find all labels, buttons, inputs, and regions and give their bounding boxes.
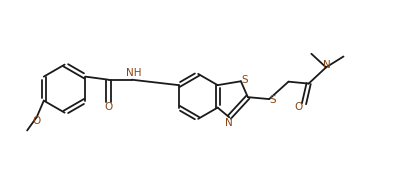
Text: O: O [32,116,40,126]
Text: S: S [269,95,276,105]
Text: S: S [241,75,248,85]
Text: O: O [104,102,113,112]
Text: N: N [225,118,233,128]
Text: N: N [324,60,331,70]
Text: NH: NH [126,68,142,78]
Text: O: O [295,102,303,112]
